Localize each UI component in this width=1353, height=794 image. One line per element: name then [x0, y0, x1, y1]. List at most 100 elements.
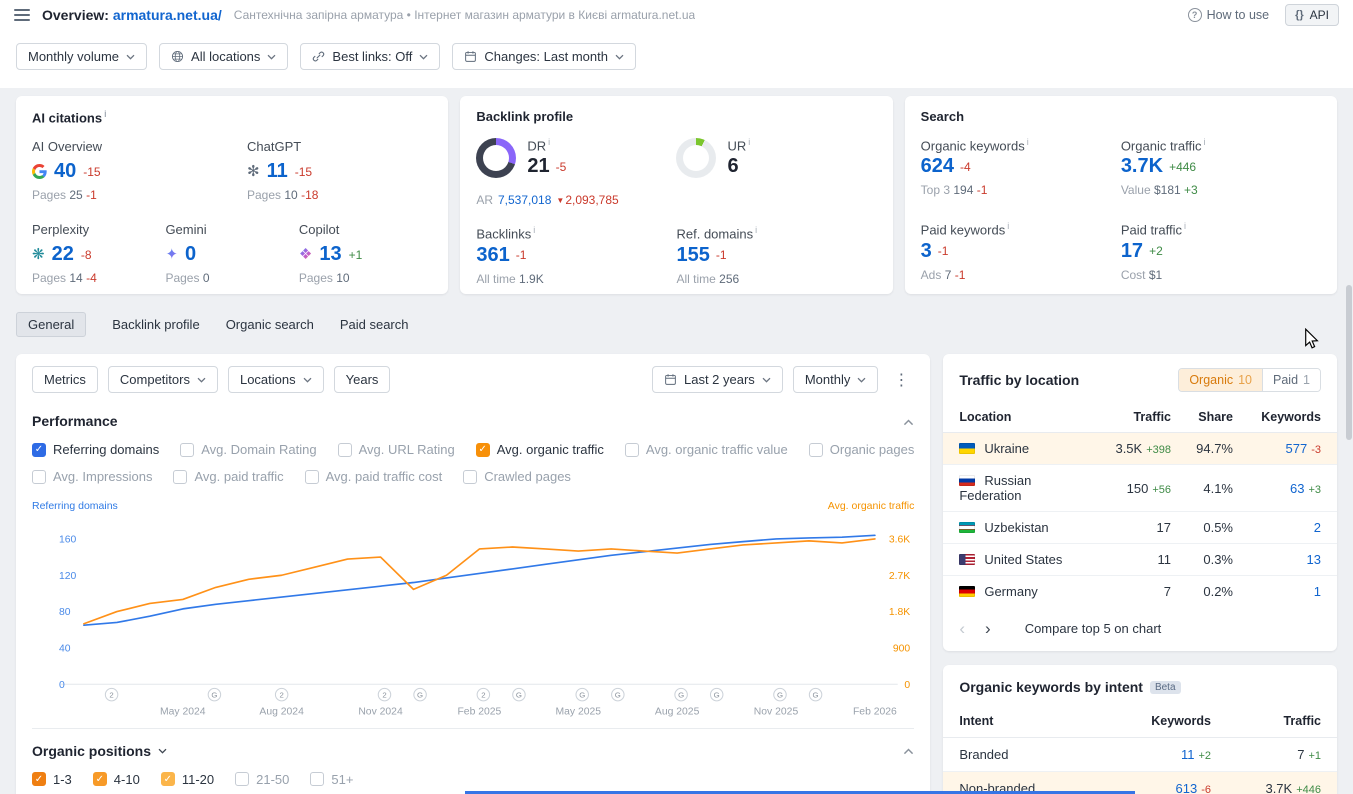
ur-value: 6: [727, 155, 738, 178]
location-row-uzbekistan[interactable]: Uzbekistan 17 0.5% 2: [943, 512, 1337, 544]
keywords-link[interactable]: 1: [1314, 584, 1321, 599]
date-range-dropdown[interactable]: Last 2 years: [652, 366, 783, 393]
chevron-down-icon: [197, 377, 206, 383]
unchecked-checkbox-icon: [173, 470, 187, 484]
years-button[interactable]: Years: [334, 366, 391, 393]
checkbox-positions-1-3[interactable]: ✓1-3: [32, 772, 72, 787]
svg-text:160: 160: [59, 535, 77, 546]
checked-checkbox-icon: ✓: [32, 772, 46, 786]
keywords-link[interactable]: 63: [1290, 481, 1304, 496]
organic-traffic-value[interactable]: 3.7K: [1121, 155, 1163, 178]
svg-text:G: G: [211, 691, 217, 700]
checkbox-avg-domain-rating[interactable]: Avg. Domain Rating: [180, 442, 316, 457]
monthly-volume-dropdown[interactable]: Monthly volume: [16, 43, 147, 70]
collapse-positions-chevron[interactable]: [903, 743, 914, 758]
tab-general[interactable]: General: [16, 312, 86, 337]
ai-overview-value[interactable]: 40: [54, 160, 76, 183]
paid-keywords-value[interactable]: 3: [921, 240, 932, 263]
unchecked-checkbox-icon: [809, 443, 823, 457]
paid-traffic-value[interactable]: 17: [1121, 240, 1143, 263]
unchecked-checkbox-icon: [305, 470, 319, 484]
perplexity-value[interactable]: 22: [52, 243, 74, 266]
checkbox-avg-impressions[interactable]: Avg. Impressions: [32, 469, 152, 484]
backlinks-value[interactable]: 361: [476, 244, 509, 267]
chevron-down-icon[interactable]: [158, 748, 167, 754]
svg-text:900: 900: [893, 644, 911, 655]
top-bar: Overview: armatura.net.ua/ Сантехнічна з…: [0, 0, 1353, 30]
location-row-russia[interactable]: Russian Federation 150+56 4.1% 63+3: [943, 465, 1337, 512]
checkbox-organic-pages[interactable]: Organic pages: [809, 442, 915, 457]
svg-text:G: G: [777, 691, 783, 700]
compare-top5-link[interactable]: Compare top 5 on chart: [1025, 621, 1162, 636]
intent-row-branded[interactable]: Branded 11+2 7+1: [943, 738, 1337, 772]
svg-text:Nov 2024: Nov 2024: [358, 706, 403, 717]
svg-text:G: G: [678, 691, 684, 700]
panel-toolbar: Metrics Competitors Locations Years Last…: [32, 366, 914, 393]
checkbox-referring-domains[interactable]: ✓Referring domains: [32, 442, 159, 457]
checkbox-positions-4-10[interactable]: ✓4-10: [93, 772, 140, 787]
calendar-icon: [464, 50, 477, 63]
checkbox-crawled-pages[interactable]: Crawled pages: [463, 469, 571, 484]
perplexity-icon: ❋: [32, 247, 45, 262]
metrics-button[interactable]: Metrics: [32, 366, 98, 393]
tab-organic-search[interactable]: Organic search: [226, 317, 314, 332]
keywords-link[interactable]: 577: [1286, 441, 1308, 456]
checkbox-avg-organic-traffic[interactable]: ✓Avg. organic traffic: [476, 442, 604, 457]
how-to-use-link[interactable]: ? How to use: [1188, 8, 1270, 22]
location-row-germany[interactable]: Germany 7 0.2% 1: [943, 576, 1337, 607]
overview-cards: AI citationsi AI Overview 40 -15 Pages 2…: [0, 88, 1353, 294]
info-icon: i: [548, 137, 550, 147]
paid-traffic-metric: Paid traffici 17+2 Cost $1: [1121, 221, 1321, 281]
locations-dropdown[interactable]: Locations: [228, 366, 324, 393]
api-button[interactable]: {} API: [1285, 4, 1339, 26]
best-links-dropdown[interactable]: Best links: Off: [300, 43, 440, 70]
more-options-kebab-icon[interactable]: ⋮: [888, 370, 914, 390]
locations-filter-dropdown[interactable]: All locations: [159, 43, 288, 70]
checkbox-avg-paid-traffic-cost[interactable]: Avg. paid traffic cost: [305, 469, 443, 484]
granularity-dropdown[interactable]: Monthly: [793, 366, 879, 393]
keywords-link[interactable]: 2: [1314, 520, 1321, 535]
checkbox-positions-51-plus[interactable]: 51+: [310, 772, 353, 787]
toggle-paid[interactable]: Paid1: [1262, 369, 1320, 391]
competitors-dropdown[interactable]: Competitors: [108, 366, 218, 393]
germany-flag-icon: [959, 586, 975, 597]
page: Overview: armatura.net.ua/ Сантехнічна з…: [0, 0, 1353, 794]
copilot-icon: ❖: [299, 247, 312, 262]
general-panel: Metrics Competitors Locations Years Last…: [16, 354, 930, 794]
svg-text:G: G: [579, 691, 585, 700]
copilot-value[interactable]: 13: [319, 243, 341, 266]
chatgpt-value[interactable]: 11: [267, 160, 288, 183]
location-row-ukraine[interactable]: Ukraine 3.5K+398 94.7% 577-3: [943, 433, 1337, 465]
checkbox-positions-11-20[interactable]: ✓11-20: [161, 772, 214, 787]
checkbox-avg-url-rating[interactable]: Avg. URL Rating: [338, 442, 455, 457]
keywords-link[interactable]: 13: [1307, 552, 1321, 567]
ahrefs-rank-value[interactable]: 7,537,018: [498, 193, 551, 207]
info-icon: i: [533, 225, 535, 235]
uzbekistan-flag-icon: [959, 522, 975, 533]
ref-domains-value[interactable]: 155: [676, 244, 709, 267]
checkbox-avg-paid-traffic[interactable]: Avg. paid traffic: [173, 469, 283, 484]
vertical-scrollbar-thumb[interactable]: [1346, 285, 1352, 440]
keywords-by-intent-card: Organic keywords by intent Beta Intent K…: [943, 665, 1337, 794]
keywords-link[interactable]: 613: [1176, 781, 1198, 794]
tab-backlink-profile[interactable]: Backlink profile: [112, 317, 199, 332]
down-arrow-icon: ▼: [556, 196, 564, 205]
location-row-united-states[interactable]: United States 11 0.3% 13: [943, 544, 1337, 576]
toggle-organic[interactable]: Organic10: [1179, 369, 1262, 391]
hamburger-menu-icon[interactable]: [14, 9, 30, 21]
checkbox-positions-21-50[interactable]: 21-50: [235, 772, 289, 787]
traffic-by-location-title: Traffic by location: [959, 372, 1079, 388]
changes-period-dropdown[interactable]: Changes: Last month: [452, 43, 636, 70]
gemini-value[interactable]: 0: [185, 243, 196, 266]
prev-page-chevron[interactable]: ‹: [959, 620, 965, 637]
backlink-profile-title: Backlink profile: [476, 109, 876, 124]
keywords-link[interactable]: 11: [1181, 747, 1195, 762]
collapse-performance-chevron[interactable]: [903, 414, 914, 429]
tab-paid-search[interactable]: Paid search: [340, 317, 409, 332]
chevron-down-icon: [857, 377, 866, 383]
target-domain-link[interactable]: armatura.net.ua/: [113, 7, 222, 23]
checkbox-avg-organic-traffic-value[interactable]: Avg. organic traffic value: [625, 442, 788, 457]
organic-keywords-value[interactable]: 624: [921, 155, 954, 178]
how-to-use-label: How to use: [1207, 8, 1270, 22]
next-page-chevron[interactable]: ›: [985, 620, 991, 637]
